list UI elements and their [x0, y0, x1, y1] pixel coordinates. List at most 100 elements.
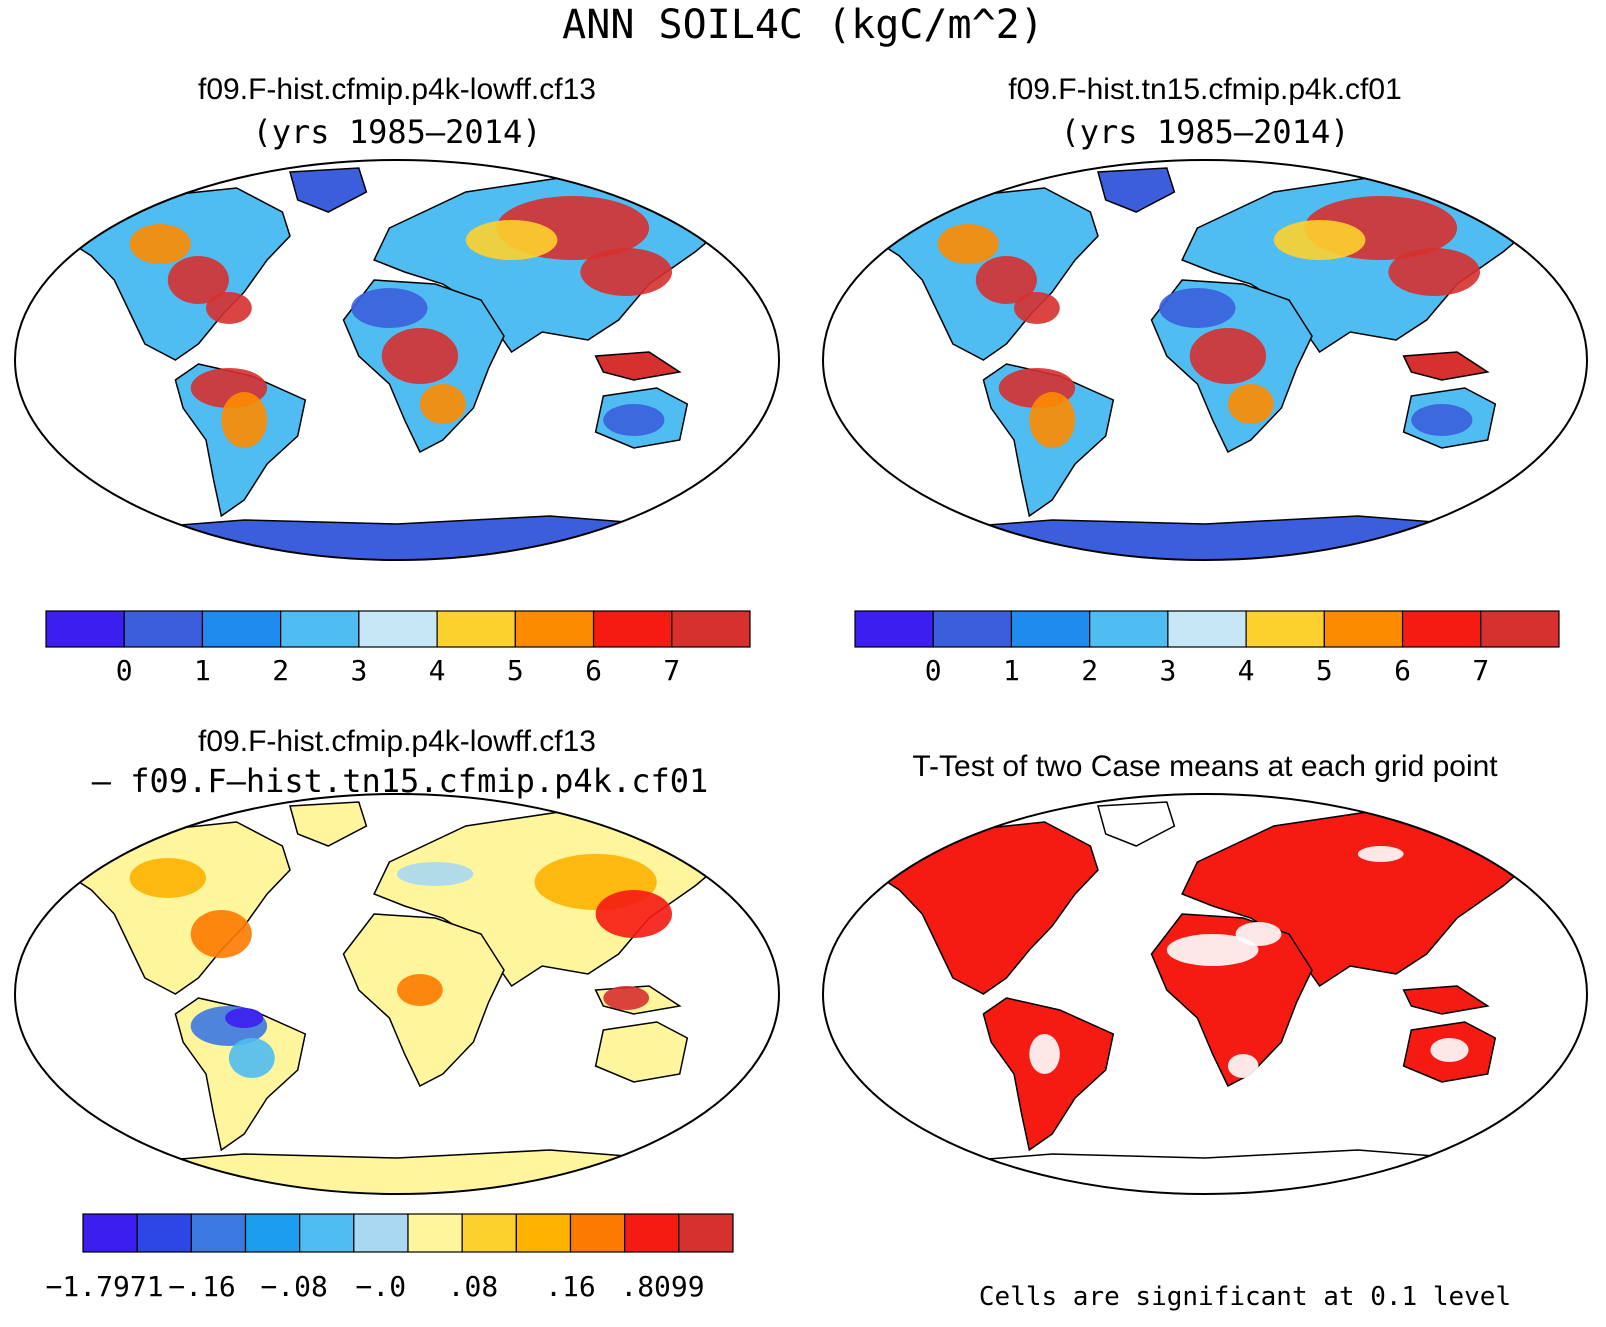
value-patch [937, 224, 999, 264]
panel-title-ttest: T-Test of two Case means at each grid po… [912, 750, 1498, 783]
value-patch [190, 910, 252, 958]
value-patch [225, 1008, 264, 1028]
colorbar-diff-tick-label: .8099 [620, 1270, 704, 1303]
colorbar-diff-tick-label: −.16 [168, 1270, 235, 1303]
value-patch [1029, 392, 1076, 448]
colorbar-diff-tick-label: −.0 [356, 1270, 407, 1303]
value-patch [1227, 1054, 1259, 1078]
landmass-australia [594, 1021, 689, 1083]
colorbar-case1-tick-label: 6 [585, 654, 602, 687]
value-patch [1357, 846, 1404, 862]
landmass-seAsia [594, 351, 682, 381]
value-patch [228, 1038, 275, 1078]
colorbar-case1-tick-label: 2 [272, 654, 289, 687]
landmass-greenland [1097, 167, 1176, 213]
colorbar-case1-swatch [592, 610, 673, 648]
map-diff [15, 794, 779, 1194]
map-frame-case1 [14, 159, 780, 561]
colorbar-diff-swatch [136, 1213, 192, 1253]
value-patch [1227, 384, 1274, 424]
colorbar-case1-swatch [514, 610, 595, 648]
panel-subtitle-case2: (yrs 1985–2014) [1061, 113, 1350, 151]
value-patch [603, 404, 665, 436]
value-patch [129, 224, 191, 264]
colorbar-case1-tick-label: 3 [350, 654, 367, 687]
map-ttest [823, 794, 1587, 1194]
colorbar-case1-swatch [436, 610, 516, 648]
colorbar-diff-swatch [244, 1213, 301, 1253]
value-patch [351, 288, 428, 328]
landmass-greenland [289, 167, 368, 213]
panel-subtitle-case1: (yrs 1985–2014) [253, 113, 542, 151]
value-patch [1411, 404, 1473, 436]
colorbar-case1-tick-label: 5 [507, 654, 524, 687]
colorbar-case2-tick-label: 7 [1472, 654, 1489, 687]
value-patch [1273, 220, 1366, 260]
colorbar-diff-swatch [353, 1213, 409, 1253]
map-frame-case2 [822, 159, 1588, 561]
landmass-seAsia [1402, 985, 1490, 1015]
value-patch [975, 256, 1037, 304]
colorbar-case2-tick-label: 2 [1081, 654, 1098, 687]
value-patch [1430, 1038, 1469, 1062]
figure-title: ANN SOIL4C (kgC/m^2) [562, 2, 1044, 48]
colorbar-case1-tick-label: 0 [116, 654, 133, 687]
map-case2 [823, 160, 1587, 560]
colorbar-case2-swatch [1480, 610, 1560, 648]
value-patch [419, 384, 466, 424]
map-frame-ttest [822, 793, 1588, 1195]
value-patch [206, 292, 252, 324]
value-patch [603, 986, 650, 1010]
map-frame-diff [14, 793, 780, 1195]
landmass-greenland [289, 801, 368, 847]
value-patch [397, 862, 474, 886]
landmass-northAmerica [867, 821, 1099, 995]
colorbar-diff: −1.7971 −.16 −.08 −.0 .08 .16 .8099 [46, 1213, 734, 1303]
colorbar-case2-swatch [854, 610, 934, 648]
colorbar-case2-swatch [1089, 610, 1169, 648]
colorbar-case1-swatch [45, 610, 125, 648]
colorbar-diff-swatch [190, 1213, 247, 1253]
value-patch [1159, 288, 1236, 328]
value-patch [397, 974, 443, 1006]
colorbar-diff-tick-label: −1.7971 [46, 1270, 164, 1303]
colorbar-case2-swatch [1010, 610, 1091, 648]
colorbar-case2-tick-label: 6 [1394, 654, 1411, 687]
value-patch [221, 392, 268, 448]
colorbar-case2-swatch [1167, 610, 1247, 648]
colorbar-diff-swatch [82, 1213, 138, 1253]
value-patch [1388, 248, 1481, 296]
colorbar-case1: 0 1 2 3 4 5 6 7 [45, 610, 751, 687]
colorbar-case2-tick-label: 0 [925, 654, 942, 687]
value-patch [1014, 292, 1060, 324]
colorbar-diff-tick-label: .08 [448, 1270, 499, 1303]
value-patch [580, 248, 673, 296]
colorbar-case1-swatch [280, 610, 360, 648]
panel-title-diff: f09.F-hist.cfmip.p4k-lowff.cf13 [198, 725, 596, 758]
colorbar-case2-tick-label: 4 [1238, 654, 1255, 687]
colorbar-diff-swatch [624, 1213, 680, 1253]
panel-title-case1: f09.F-hist.cfmip.p4k-lowff.cf13 [198, 73, 596, 106]
colorbar-case2-tick-label: 1 [1003, 654, 1020, 687]
colorbar-case2-swatch [1245, 610, 1325, 648]
landmass-southAmerica [982, 997, 1115, 1152]
value-patch [381, 328, 459, 384]
colorbar-case2-swatch [932, 610, 1013, 648]
landmass-greenland [1097, 801, 1176, 847]
map-case1 [15, 160, 779, 560]
colorbar-case2-tick-label: 3 [1159, 654, 1176, 687]
colorbar-case2-swatch [1401, 610, 1482, 648]
colorbar-diff-swatch [461, 1213, 517, 1253]
value-patch [1029, 1034, 1060, 1074]
colorbar-case1-swatch [671, 610, 751, 648]
landmass-seAsia [1402, 351, 1490, 381]
colorbar-diff-tick-label: −.08 [260, 1270, 327, 1303]
value-patch [129, 858, 206, 898]
colorbar-diff-tick-label: .16 [545, 1270, 596, 1303]
value-patch [1189, 328, 1267, 384]
colorbar-diff-swatch [569, 1213, 626, 1253]
colorbar-case2-swatch [1323, 610, 1404, 648]
colorbar-case2: 0 1 2 3 4 5 6 7 [854, 610, 1560, 687]
value-patch [1166, 934, 1259, 966]
